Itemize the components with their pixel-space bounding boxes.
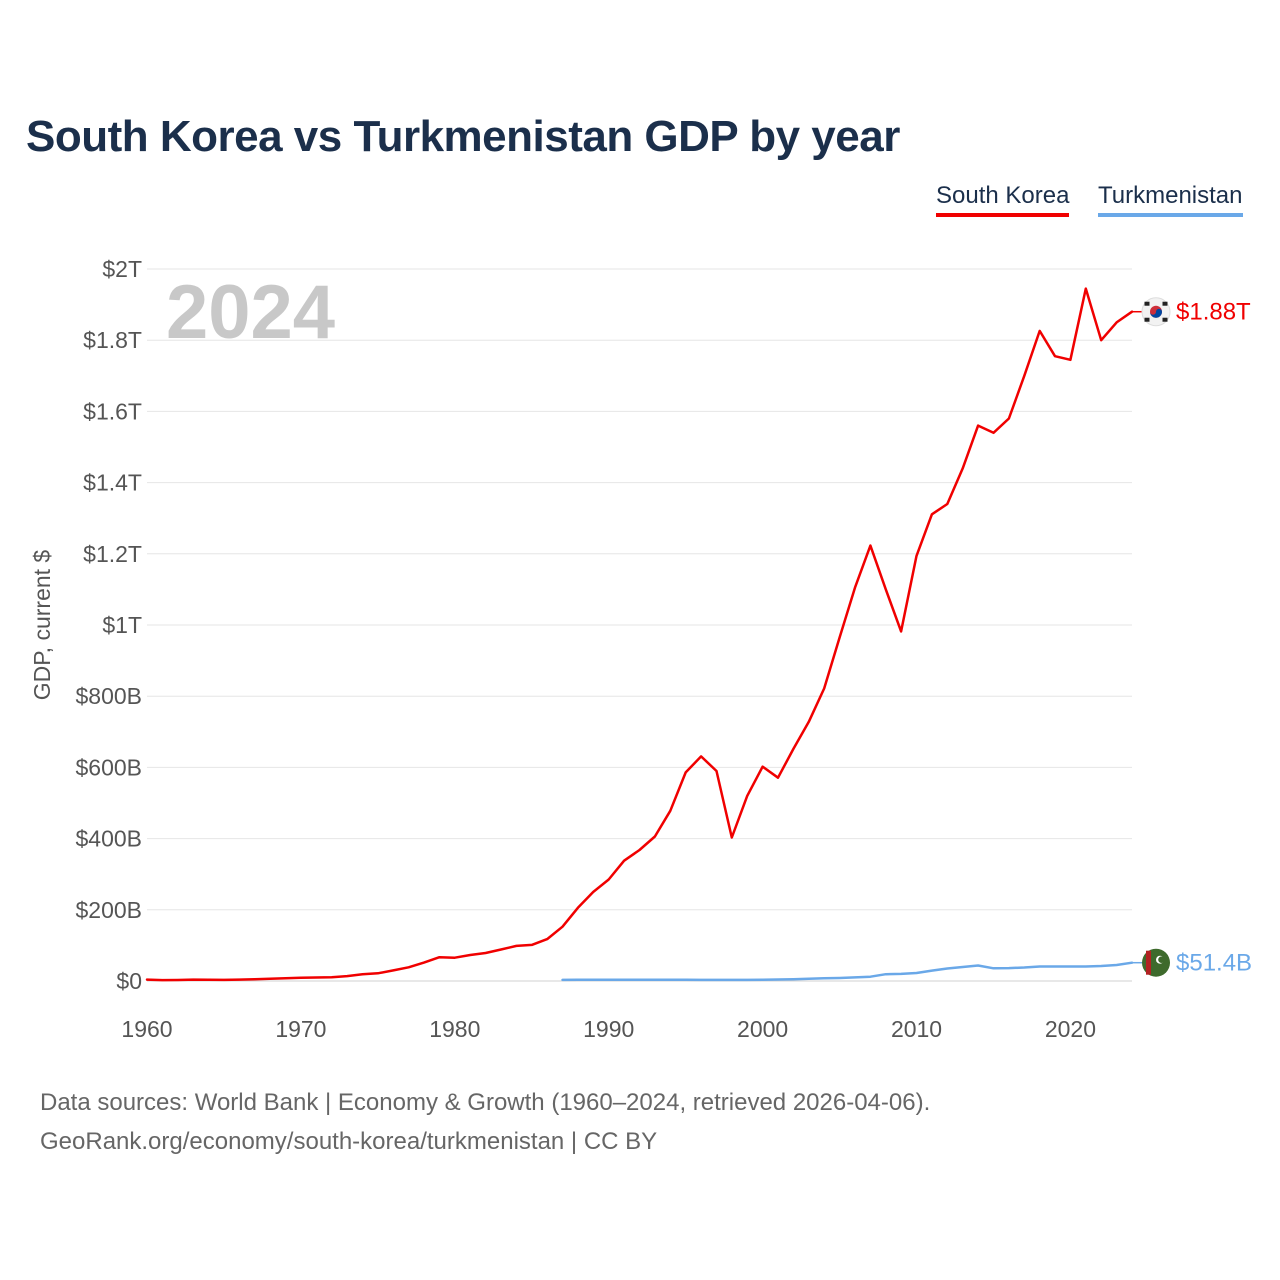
x-tick-label: 1980 [429,1016,480,1042]
x-axis: 1960 1970 1980 1990 2000 2010 2020 [121,1016,1096,1042]
y-axis: $0 $200B $400B $600B $800B $1T $1.2T $1.4T $1.6T… [75,256,142,994]
chart-title: South Korea vs Turkmenistan GDP by year [26,112,900,161]
legend-item-south-korea[interactable]: South Korea [936,182,1070,217]
x-tick-label: 2000 [737,1016,788,1042]
x-tick-label: 1990 [583,1016,634,1042]
series-lines [145,287,1134,982]
y-tick-label: $1T [102,612,142,638]
x-tick-label: 2020 [1045,1016,1096,1042]
y-tick-label: $1.4T [83,470,142,496]
x-tick-label: 1960 [121,1016,172,1042]
series-line-south-korea[interactable] [145,287,1134,982]
y-tick-label: $1.8T [83,327,142,353]
end-value-label: $1.88T [1176,299,1251,326]
legend-item-turkmenistan[interactable]: Turkmenistan [1098,182,1243,217]
turkmenistan-flag-icon [1142,948,1170,977]
x-tick-label: 2010 [891,1016,942,1042]
series-line-turkmenistan[interactable] [561,961,1134,982]
year-watermark: 2024 [166,270,335,355]
y-tick-label: $2T [102,256,142,282]
y-tick-label: $800B [75,683,142,709]
x-tick-label: 1970 [275,1016,326,1042]
y-axis-label: GDP, current $ [29,550,55,701]
source-line-2[interactable]: GeoRank.org/economy/south-korea/turkmeni… [40,1128,658,1155]
y-tick-label: $1.6T [83,398,142,424]
source-line-1: Data sources: World Bank | Economy & Gro… [40,1089,931,1116]
south-korea-flag-icon [1141,297,1171,327]
y-tick-label: $1.2T [83,541,142,567]
end-value-label: $51.4B [1176,950,1252,977]
y-tick-label: $400B [75,826,142,852]
y-tick-label: $600B [75,754,142,780]
y-tick-label: $200B [75,897,142,923]
gridlines [147,268,1132,982]
y-tick-label: $0 [116,968,142,994]
source-note: Data sources: World Bank | Economy & Gro… [40,1083,930,1161]
series-end-labels: $1.88T $51.4B [1132,297,1252,977]
